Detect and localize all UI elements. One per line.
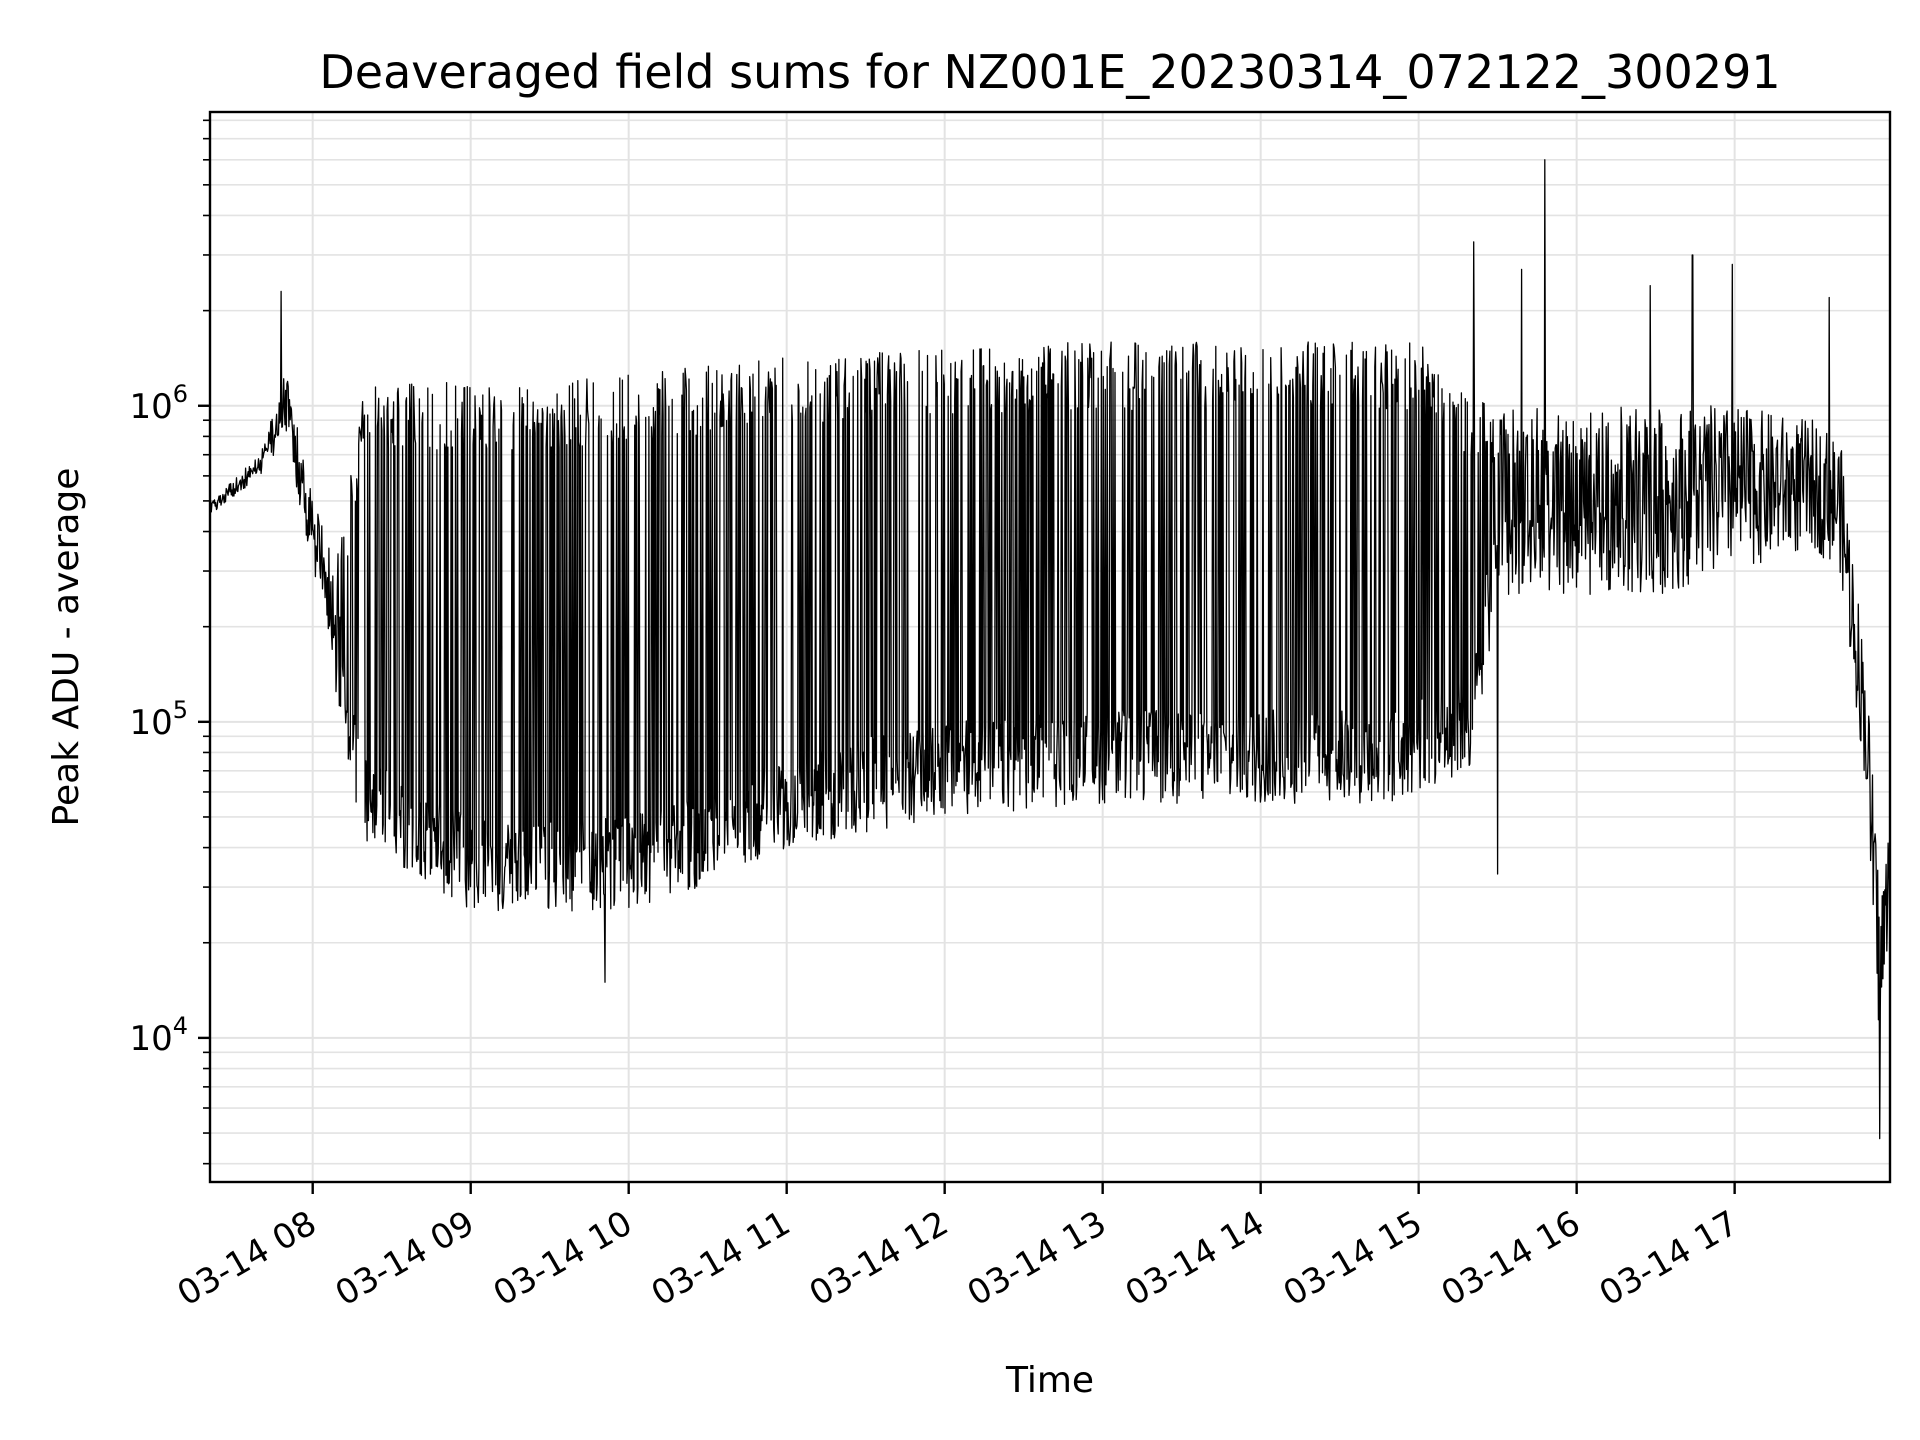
plot-frame — [208, 110, 1892, 1184]
y-tick-label: 105 — [129, 696, 188, 743]
y-axis-label: Peak ADU - average — [46, 468, 87, 827]
y-tick-label: 106 — [129, 380, 188, 427]
chart-title: Deaveraged field sums for NZ001E_2023031… — [319, 45, 1780, 99]
series-layer — [209, 159, 1891, 1140]
series-line — [209, 159, 1891, 1140]
x-axis-label: Time — [1005, 1360, 1094, 1401]
y-tick-label: 104 — [129, 1012, 188, 1059]
